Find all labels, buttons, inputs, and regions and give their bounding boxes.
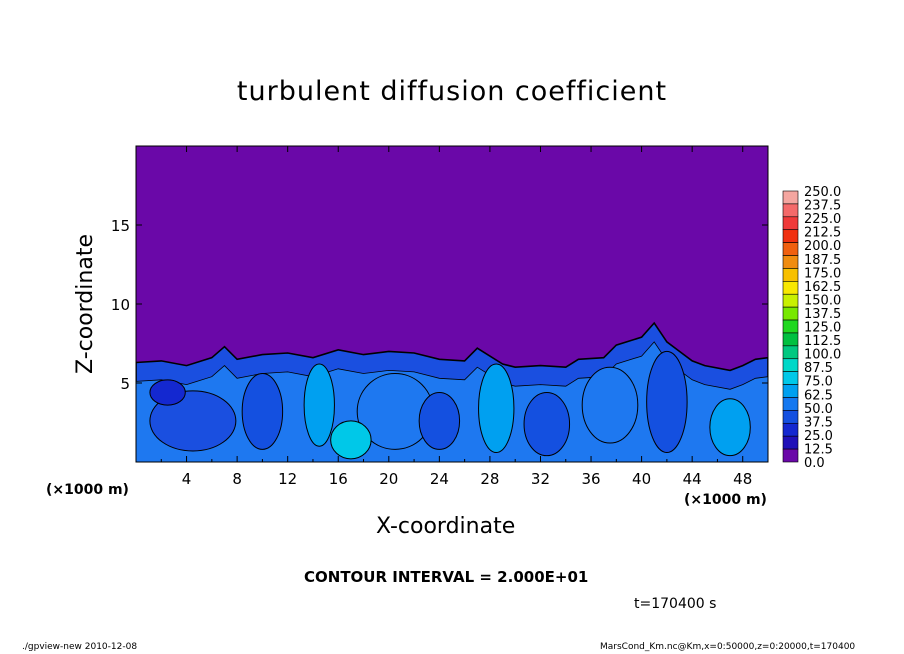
y-axis-label: Z-coordinate bbox=[73, 234, 98, 374]
eddy bbox=[478, 363, 515, 454]
colorbar-label: 12.5 bbox=[804, 442, 833, 457]
eddy bbox=[523, 391, 571, 457]
eddy bbox=[149, 390, 237, 452]
colorbar-swatch bbox=[782, 358, 799, 372]
contour-interval-note: CONTOUR INTERVAL = 2.000E+01 bbox=[304, 568, 589, 586]
colorbar-swatch bbox=[782, 242, 799, 256]
colorbar-label: 87.5 bbox=[804, 361, 833, 376]
colorbar-swatch bbox=[782, 435, 799, 450]
x-tick-label: 32 bbox=[531, 470, 550, 488]
colorbar-swatch bbox=[782, 448, 799, 463]
colorbar-swatch bbox=[782, 306, 799, 321]
colorbar-label: 150.0 bbox=[804, 293, 841, 308]
colorbar-label: 125.0 bbox=[804, 321, 841, 336]
x-tick-label: 48 bbox=[733, 470, 752, 488]
colorbar-label: 212.5 bbox=[804, 226, 841, 241]
chart-title: turbulent diffusion coefficient bbox=[236, 76, 668, 107]
colorbar-swatch bbox=[782, 268, 799, 282]
colorbar-swatch bbox=[782, 203, 799, 218]
eddy bbox=[646, 350, 688, 454]
colorbar-label: 25.0 bbox=[804, 429, 833, 444]
x-tick-label: 36 bbox=[581, 470, 600, 488]
colorbar-swatch bbox=[782, 332, 799, 347]
time-stamp: t=170400 s bbox=[634, 596, 717, 612]
eddy bbox=[330, 420, 372, 460]
eddy bbox=[149, 379, 186, 406]
colorbar-swatch bbox=[782, 281, 799, 295]
eddy bbox=[241, 373, 284, 450]
x-tick-label: 24 bbox=[430, 470, 449, 488]
colorbar-swatch bbox=[782, 293, 799, 308]
x-unit-label-left: (×1000 m) bbox=[46, 482, 129, 498]
colorbar-swatch bbox=[782, 216, 799, 231]
colorbar-label: 0.0 bbox=[804, 456, 825, 471]
colorbar-swatch bbox=[782, 397, 799, 411]
colorbar-label: 250.0 bbox=[804, 185, 841, 200]
colorbar-label: 187.5 bbox=[804, 253, 841, 268]
colorbar-label: 175.0 bbox=[804, 266, 841, 281]
colorbar-label: 100.0 bbox=[804, 348, 841, 363]
x-axis-label: X-coordinate bbox=[376, 514, 516, 539]
colorbar-swatch bbox=[782, 255, 799, 269]
colorbar-swatch bbox=[782, 384, 799, 398]
eddy bbox=[581, 366, 639, 444]
y-tick-label: 15 bbox=[111, 217, 130, 235]
eddy bbox=[709, 398, 751, 457]
x-axis: 4 8 12 16 20 24 28 32 36 40 44 48 bbox=[160, 146, 752, 488]
colorbar-swatch bbox=[782, 229, 799, 243]
footer-left: ./gpview-new 2010-12-08 bbox=[22, 642, 138, 652]
colorbar-label: 112.5 bbox=[804, 334, 841, 349]
x-tick-label: 12 bbox=[278, 470, 297, 488]
x-tick-label: 8 bbox=[232, 470, 242, 488]
colorbar-swatch bbox=[782, 422, 799, 437]
colorbar-label: 37.5 bbox=[804, 415, 833, 430]
colorbar-swatch bbox=[782, 319, 799, 334]
y-axis: 5 10 15 bbox=[111, 217, 768, 393]
colorbar-label: 162.5 bbox=[804, 280, 841, 295]
x-tick-label: 40 bbox=[632, 470, 651, 488]
colorbar-swatch bbox=[782, 410, 799, 424]
colorbar-label: 225.0 bbox=[804, 212, 841, 227]
y-tick-label: 10 bbox=[111, 296, 130, 314]
colorbar-label: 137.5 bbox=[804, 307, 841, 322]
colorbar-swatch bbox=[782, 371, 799, 385]
eddy bbox=[418, 391, 461, 450]
eddy bbox=[303, 363, 335, 447]
x-tick-label: 20 bbox=[379, 470, 398, 488]
x-tick-label: 4 bbox=[182, 470, 192, 488]
x-tick-label: 44 bbox=[683, 470, 702, 488]
x-unit-label-right: (×1000 m) bbox=[684, 492, 767, 508]
colorbar-label: 237.5 bbox=[804, 199, 841, 214]
colorbar-label: 75.0 bbox=[804, 375, 833, 390]
x-tick-label: 16 bbox=[329, 470, 348, 488]
x-tick-label: 28 bbox=[480, 470, 499, 488]
colorbar-label: 50.0 bbox=[804, 402, 833, 417]
colorbar: 250.0237.5225.0212.5200.0187.5175.0162.5… bbox=[782, 185, 841, 471]
colorbar-swatch bbox=[782, 345, 799, 360]
turbulence-field bbox=[136, 321, 768, 462]
colorbar-swatch bbox=[782, 190, 799, 205]
footer-right: MarsCond_Km.nc@Km,x=0:50000,z=0:20000,t=… bbox=[600, 642, 856, 652]
colorbar-label: 200.0 bbox=[804, 239, 841, 254]
y-tick-label: 5 bbox=[120, 375, 130, 393]
colorbar-label: 62.5 bbox=[804, 388, 833, 403]
